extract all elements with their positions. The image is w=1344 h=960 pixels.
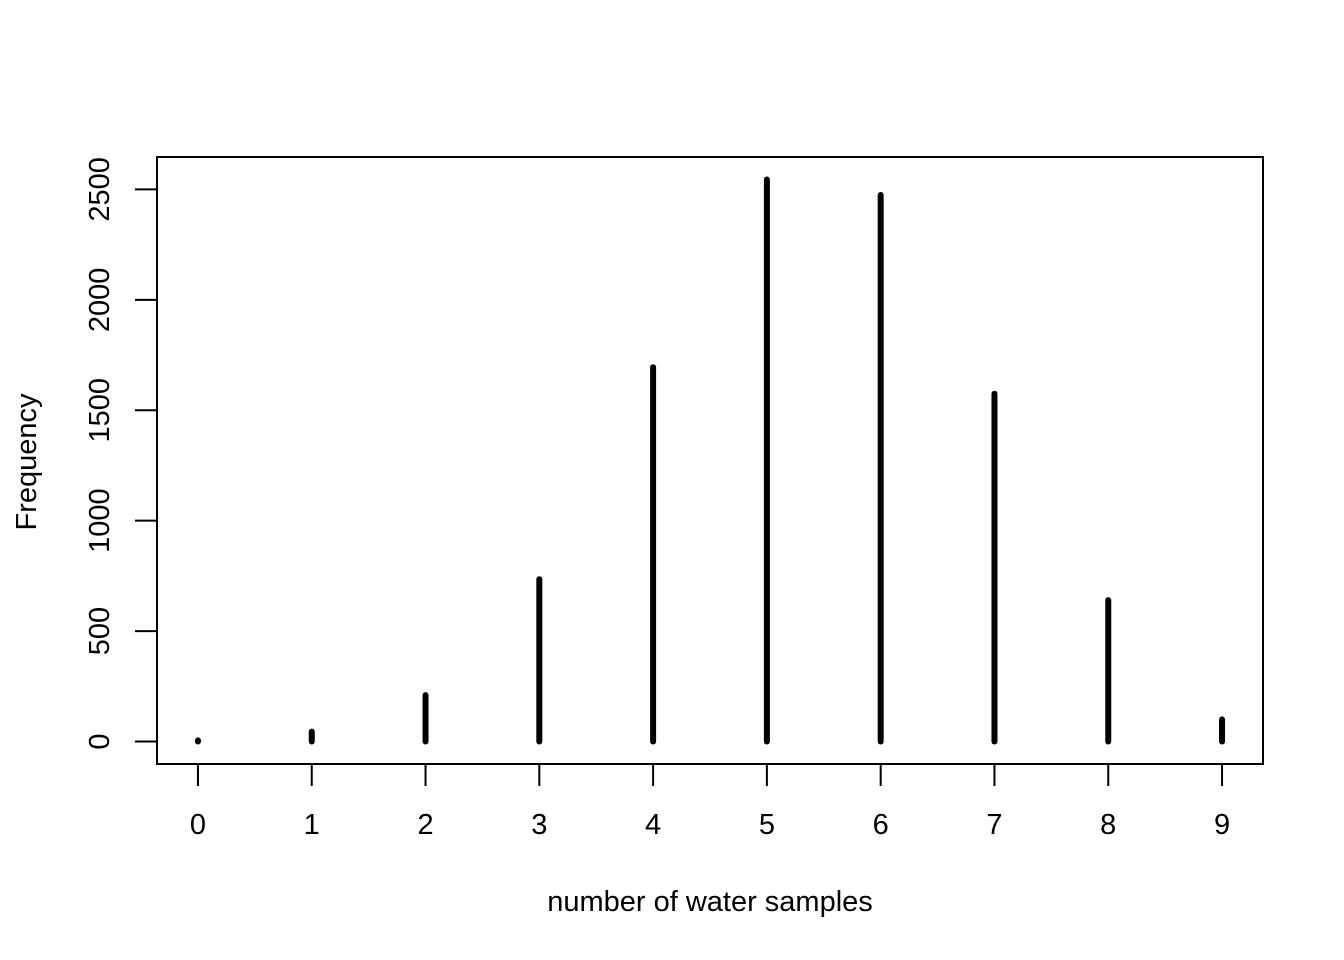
y-tick-label-500: 500 [84, 607, 116, 655]
y-tick-label-1000: 1000 [84, 488, 116, 553]
x-tick-label-9: 9 [1214, 809, 1230, 841]
x-axis: 0 1 2 3 4 5 6 7 8 9 [190, 763, 1230, 841]
y-axis: 0 500 1000 1500 2000 2500 [84, 157, 158, 750]
x-tick-label-7: 7 [986, 809, 1002, 841]
x-tick-label-3: 3 [531, 809, 547, 841]
x-tick-label-2: 2 [417, 809, 433, 841]
plot-frame [156, 156, 1264, 765]
x-tick-label-5: 5 [759, 809, 775, 841]
x-tick-label-8: 8 [1100, 809, 1116, 841]
x-tick-label-0: 0 [190, 809, 206, 841]
spike-series [194, 176, 1226, 745]
y-tick-label-0: 0 [84, 733, 116, 749]
y-tick-label-2000: 2000 [84, 268, 116, 333]
x-tick-label-6: 6 [873, 809, 889, 841]
y-tick-label-1500: 1500 [84, 378, 116, 443]
x-tick-label-1: 1 [304, 809, 320, 841]
y-tick-label-2500: 2500 [84, 157, 116, 222]
x-tick-label-4: 4 [645, 809, 661, 841]
x-axis-title: number of water samples [547, 886, 873, 918]
y-axis-title: Frequency [11, 393, 43, 531]
